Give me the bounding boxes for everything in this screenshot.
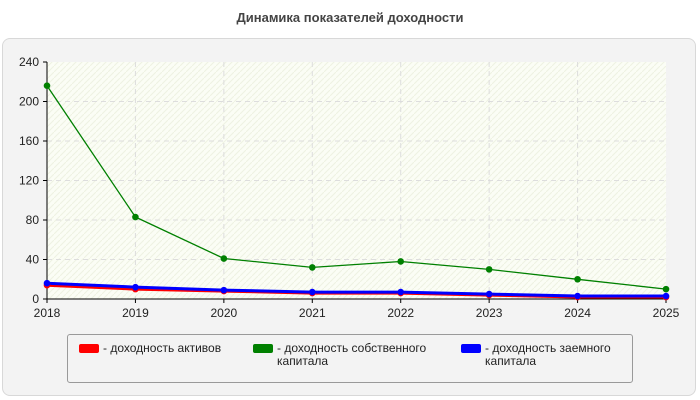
y-tick-label: 120 <box>19 174 39 188</box>
y-tick-label: 80 <box>26 213 40 227</box>
x-tick-label: 2021 <box>299 306 326 320</box>
x-tick-label: 2024 <box>564 306 591 320</box>
legend-item-1: - доходность собственного капитала <box>253 342 453 368</box>
tick-labels: 0 40 80 120 160 200 240 2018 2019 2020 2021 2022 202… <box>19 55 680 320</box>
data-point-2 <box>43 279 51 287</box>
y-tick-label: 0 <box>32 292 39 306</box>
data-point-2 <box>397 288 405 296</box>
legend-swatch-2 <box>461 344 481 353</box>
data-point-1 <box>397 258 405 265</box>
legend-swatch-0 <box>79 344 99 353</box>
data-point-2 <box>132 283 139 291</box>
data-point-1 <box>132 213 139 221</box>
grid-lines <box>47 62 666 299</box>
data-point-2 <box>662 292 670 300</box>
chart-title: Динамика показателей доходности <box>236 10 464 25</box>
data-point-2 <box>574 292 581 300</box>
x-tick-label: 2019 <box>122 306 149 320</box>
data-point-1 <box>574 275 581 283</box>
data-point-2 <box>485 290 493 298</box>
y-tick-label: 200 <box>19 95 39 109</box>
x-tick-label: 2022 <box>387 306 414 320</box>
data-point-1 <box>662 285 670 293</box>
x-tick-label: 2020 <box>211 306 238 320</box>
data-point-1 <box>43 82 51 89</box>
data-point-1 <box>308 264 316 271</box>
axes <box>43 61 667 303</box>
series-layer <box>43 82 670 301</box>
y-tick-label: 240 <box>19 55 39 69</box>
data-point-1 <box>220 255 228 262</box>
series-line-2 <box>46 281 666 298</box>
legend-label-0: - доходность активов <box>103 341 222 355</box>
y-tick-label: 160 <box>19 134 39 148</box>
legend-label-2: - доходность заемного капитала <box>485 341 611 368</box>
data-point-1 <box>485 266 493 273</box>
x-tick-label: 2025 <box>653 306 680 320</box>
legend-item-2: - доходность заемного капитала <box>461 342 626 368</box>
legend-item-0: - доходность активов <box>79 342 221 355</box>
legend-label-1: - доходность собственного капитала <box>277 341 427 368</box>
x-tick-label: 2018 <box>34 306 61 320</box>
y-tick-label: 40 <box>26 253 40 267</box>
legend-swatch-1 <box>253 344 273 353</box>
series-line-1 <box>46 85 667 290</box>
x-tick-label: 2023 <box>476 306 503 320</box>
legend: - доходность активов - доходность собств… <box>67 334 633 383</box>
data-point-2 <box>220 286 228 294</box>
data-point-2 <box>308 288 316 296</box>
